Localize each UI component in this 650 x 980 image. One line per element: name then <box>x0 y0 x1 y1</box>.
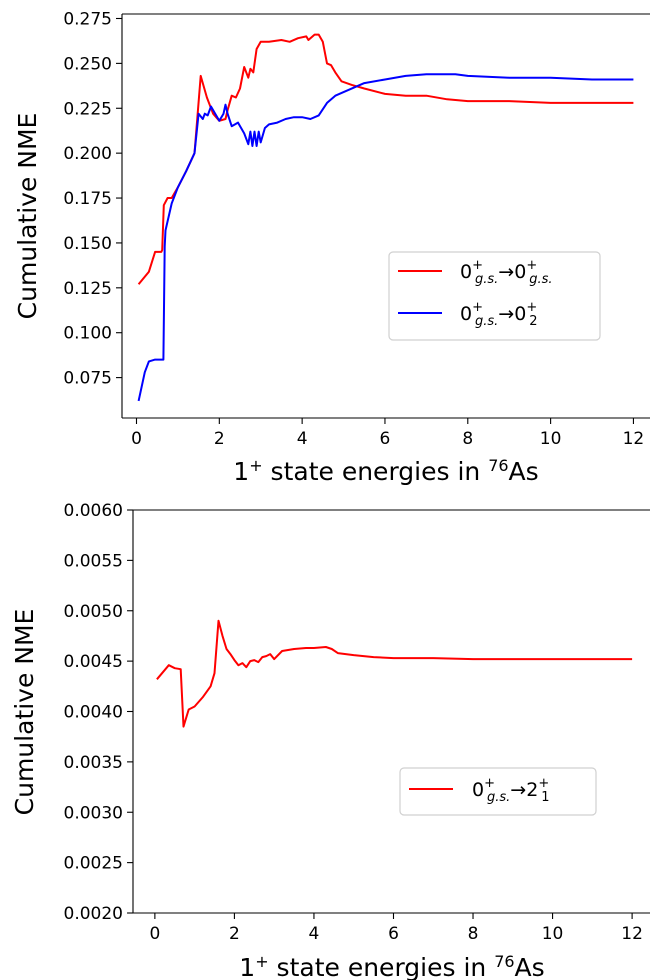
top-ytick-label: 0.200 <box>63 144 112 164</box>
bottom-legend-box <box>399 767 597 816</box>
bottom-legend: 0+ g.s.→2+ 1 <box>399 767 597 816</box>
top-series-lines <box>137 33 634 402</box>
top-series-line-1 <box>137 73 634 402</box>
bottom-series-lines <box>156 619 633 728</box>
top-x-axis-label: 1+ state energies in 76As <box>233 456 538 487</box>
bottom-xtick-label: 10 <box>542 924 564 944</box>
bottom-xtick-label: 8 <box>468 924 479 944</box>
top-ytick-label: 0.125 <box>63 279 112 299</box>
top-ytick-label: 0.275 <box>63 9 112 29</box>
top-xtick-label: 10 <box>540 429 562 449</box>
bottom-y-ticks: 0.0020 0.0025 0.0030 0.0035 0.0040 0.0045 0.00… <box>64 501 133 924</box>
bottom-ytick-label: 0.0025 <box>64 854 123 874</box>
bottom-series-line-0 <box>156 619 633 728</box>
bottom-ytick-label: 0.0050 <box>64 602 123 622</box>
top-xtick-label: 2 <box>214 429 225 449</box>
top-ytick-label: 0.075 <box>63 369 112 389</box>
bottom-xtick-label: 6 <box>388 924 399 944</box>
bottom-x-axis-label: 1+ state energies in 76As <box>239 952 544 980</box>
top-legend-label-gs-gs: 0+ g.s.→0+ g.s. <box>460 258 553 287</box>
top-xtick-label: 8 <box>462 429 473 449</box>
top-axes <box>121 13 650 419</box>
top-ytick-label: 0.225 <box>63 99 112 119</box>
top-ytick-label: 0.150 <box>63 234 112 254</box>
top-ytick-label: 0.250 <box>63 54 112 74</box>
bottom-axes <box>132 509 650 914</box>
top-panel: 0.075 0.100 0.125 0.150 0.175 0.200 0.225 0.250… <box>13 9 650 486</box>
bottom-ytick-label: 0.0020 <box>64 904 123 924</box>
top-legend-label-gs-02: 0+ g.s.→0+ 2 <box>460 300 538 329</box>
bottom-legend-label-gs-21: 0+ g.s.→2+ 1 <box>472 776 550 805</box>
bottom-y-axis-label: Cumulative NME <box>10 609 39 816</box>
bottom-panel: 0.0020 0.0025 0.0030 0.0035 0.0040 0.0045 0.00… <box>10 501 650 980</box>
bottom-xtick-label: 2 <box>229 924 240 944</box>
bottom-ytick-label: 0.0045 <box>64 652 123 672</box>
top-ytick-label: 0.175 <box>63 189 112 209</box>
bottom-ytick-label: 0.0030 <box>64 803 123 823</box>
top-legend-box <box>388 251 601 341</box>
top-y-ticks: 0.075 0.100 0.125 0.150 0.175 0.200 0.225 0.250… <box>63 9 122 389</box>
bottom-ytick-label: 0.0060 <box>64 501 123 521</box>
top-xtick-label: 0 <box>131 429 142 449</box>
bottom-ytick-label: 0.0035 <box>64 753 123 773</box>
top-ytick-label: 0.100 <box>63 324 112 344</box>
bottom-xtick-label: 4 <box>309 924 320 944</box>
bottom-ytick-label: 0.0040 <box>64 703 123 723</box>
bottom-ytick-label: 0.0055 <box>64 551 123 571</box>
top-y-axis-label: Cumulative NME <box>13 113 42 320</box>
bottom-x-ticks: 0 2 4 6 8 10 12 <box>149 913 643 944</box>
bottom-xtick-label: 12 <box>621 924 643 944</box>
top-xtick-label: 4 <box>297 429 308 449</box>
top-xtick-label: 6 <box>380 429 391 449</box>
bottom-xtick-label: 0 <box>149 924 160 944</box>
top-xtick-label: 12 <box>623 429 645 449</box>
top-series-line-0 <box>137 33 634 285</box>
top-x-ticks: 0 2 4 6 8 10 12 <box>131 418 644 449</box>
top-legend: 0+ g.s.→0+ g.s. 0+ g.s.→0+ 2 <box>388 251 601 341</box>
